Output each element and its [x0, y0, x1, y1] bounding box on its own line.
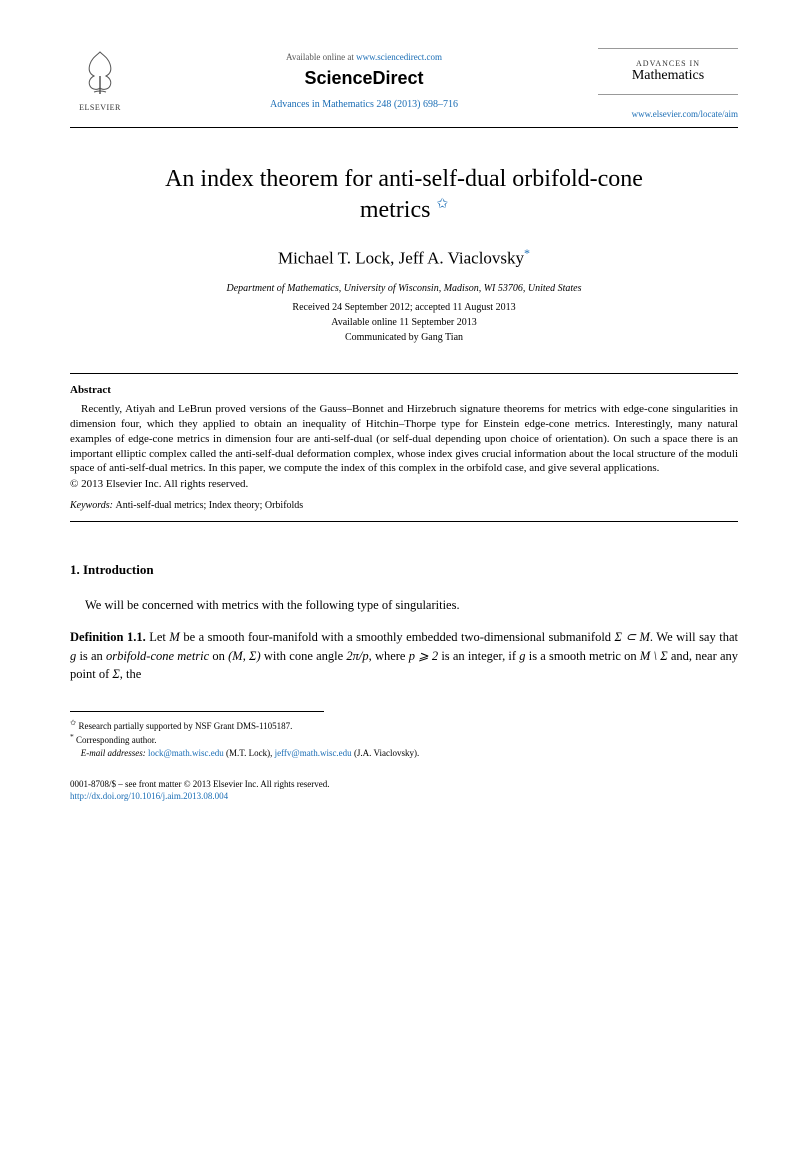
page-footer: 0001-8708/$ – see front matter © 2013 El…: [70, 778, 738, 803]
fn2-text: Corresponding author.: [74, 735, 157, 745]
publisher-name: ELSEVIER: [70, 103, 130, 112]
header-center: Available online at www.sciencedirect.co…: [130, 48, 598, 110]
definition-1-1: Definition 1.1. Let M be a smooth four-m…: [70, 628, 738, 682]
footnote-rule-block: [70, 711, 324, 718]
footnotes: ✩ Research partially supported by NSF Gr…: [70, 718, 738, 760]
email-2-link[interactable]: jeffv@math.wisc.edu: [275, 748, 352, 758]
header-right: ADVANCES IN Mathematics www.elsevier.com…: [598, 48, 738, 119]
sym-angle: 2π/p: [346, 649, 368, 663]
received-accepted: Received 24 September 2012; accepted 11 …: [70, 302, 738, 313]
title-footnote-mark[interactable]: ✩: [436, 197, 448, 212]
header-rule: [70, 127, 738, 128]
authors-text: Michael T. Lock, Jeff A. Viaclovsky: [278, 249, 524, 268]
elsevier-logo: ELSEVIER: [70, 48, 130, 112]
sym-M-Sigma-pair: (M, Σ): [228, 649, 261, 663]
affiliation: Department of Mathematics, University of…: [70, 283, 738, 294]
sym-Sigma2: Σ: [112, 667, 119, 681]
sym-M-minus-Sigma: M \ Σ: [640, 649, 668, 663]
def-t4: is an: [76, 649, 106, 663]
sym-Sigma-sub-M: Σ ⊂ M: [615, 630, 650, 644]
footnote-corresponding: * Corresponding author.: [70, 732, 738, 747]
available-online-date: Available online 11 September 2013: [70, 317, 738, 328]
footnote-funding: ✩ Research partially supported by NSF Gr…: [70, 718, 738, 733]
def-t3: . We will say that: [650, 630, 738, 644]
abstract-body: Recently, Atiyah and LeBrun proved versi…: [70, 402, 738, 476]
footnote-emails: E-mail addresses: lock@math.wisc.edu (M.…: [70, 747, 738, 760]
journal-box-line1: ADVANCES IN: [602, 59, 734, 68]
section-1-heading: 1. Introduction: [70, 562, 738, 578]
def-t6: with cone angle: [261, 649, 347, 663]
def-t8: is an integer, if: [438, 649, 519, 663]
sym-p-geq-2: p ⩾ 2: [409, 649, 438, 663]
title-line2: metrics: [360, 197, 431, 223]
abstract-copyright: © 2013 Elsevier Inc. All rights reserved…: [70, 478, 738, 490]
def-t9: is a smooth metric on: [526, 649, 640, 663]
available-url-link[interactable]: www.sciencedirect.com: [356, 52, 442, 62]
def-t7: , where: [369, 649, 409, 663]
abstract-top-rule: [70, 373, 738, 374]
communicated-by: Communicated by Gang Tian: [70, 332, 738, 343]
abstract-heading: Abstract: [70, 384, 738, 396]
keywords-text: Anti-self-dual metrics; Index theory; Or…: [115, 500, 303, 511]
def-t11: , the: [120, 667, 142, 681]
title-line1: An index theorem for anti-self-dual orbi…: [165, 166, 643, 192]
elsevier-tree-icon: [76, 48, 124, 96]
intro-paragraph: We will be concerned with metrics with t…: [70, 596, 738, 614]
journal-box-line2: Mathematics: [602, 68, 734, 84]
available-text: Available online at: [286, 52, 356, 62]
corresponding-mark[interactable]: *: [524, 246, 530, 260]
page-container: ELSEVIER Available online at www.science…: [0, 0, 808, 843]
keywords-label: Keywords:: [70, 500, 115, 511]
definition-label: Definition 1.1.: [70, 630, 146, 644]
def-t1: Let: [146, 630, 170, 644]
email-1-who: (M.T. Lock),: [224, 748, 275, 758]
keywords-line: Keywords: Anti-self-dual metrics; Index …: [70, 500, 738, 511]
abstract-bottom-rule: [70, 521, 738, 522]
email-2-who: (J.A. Viaclovsky).: [352, 748, 420, 758]
platform-name: ScienceDirect: [130, 68, 598, 89]
journal-url-link[interactable]: www.elsevier.com/locate/aim: [598, 109, 738, 119]
doi-link[interactable]: http://dx.doi.org/10.1016/j.aim.2013.08.…: [70, 791, 228, 801]
available-online-line: Available online at www.sciencedirect.co…: [130, 52, 598, 62]
authors-line: Michael T. Lock, Jeff A. Viaclovsky*: [70, 246, 738, 269]
def-t5: on: [209, 649, 228, 663]
issn-line: 0001-8708/$ – see front matter © 2013 El…: [70, 778, 738, 791]
def-t2: be a smooth four-manifold with a smoothl…: [180, 630, 615, 644]
sym-M: M: [169, 630, 179, 644]
article-title: An index theorem for anti-self-dual orbi…: [70, 164, 738, 226]
email-label: E-mail addresses:: [81, 748, 148, 758]
fn1-text: Research partially supported by NSF Gran…: [76, 721, 292, 731]
header-row: ELSEVIER Available online at www.science…: [70, 48, 738, 119]
email-1-link[interactable]: lock@math.wisc.edu: [148, 748, 224, 758]
journal-reference[interactable]: Advances in Mathematics 248 (2013) 698–7…: [130, 99, 598, 110]
journal-title-box: ADVANCES IN Mathematics: [598, 48, 738, 95]
def-term: orbifold-cone metric: [106, 649, 209, 663]
